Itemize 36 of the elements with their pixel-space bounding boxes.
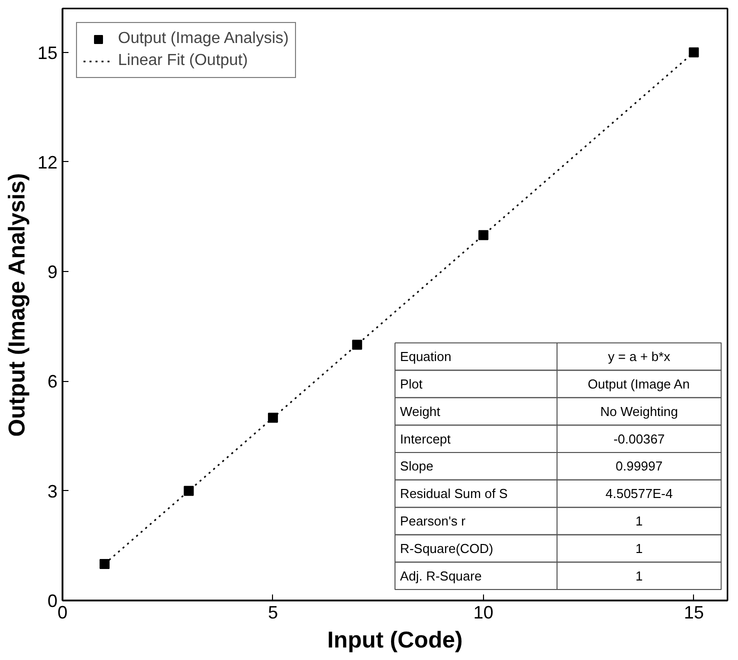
y-tick-label: 9 [47, 262, 58, 282]
point [184, 486, 194, 496]
y-tick-label: 15 [37, 42, 58, 63]
y-tick-label: 6 [47, 372, 58, 392]
point [478, 230, 488, 240]
annotation: y = a + b*x [608, 349, 671, 364]
annotation: Residual Sum of S [400, 486, 508, 502]
annotation: 1 [636, 540, 643, 556]
x-tick-label: 15 [684, 602, 704, 622]
annotation: Plot [400, 376, 423, 392]
point [352, 340, 362, 350]
annotation: 1 [636, 514, 643, 529]
annotation: Output (Image An [588, 376, 690, 392]
annotation: 0.99997 [616, 458, 663, 474]
x-axis-title: Input (Code) [327, 626, 463, 652]
point [268, 412, 278, 423]
annotation: Slope [400, 458, 434, 474]
annotation: Weight [400, 404, 441, 419]
annotation: Equation [400, 349, 452, 364]
legend-label: Output (Image Analysis) [118, 30, 289, 48]
annotation: No Weighting [600, 404, 678, 419]
x-tick-label: 5 [268, 602, 278, 622]
y-tick-label: 3 [47, 481, 58, 502]
annotation: 4.50577E-4 [606, 486, 673, 502]
annotation: Adj. R-Square [400, 568, 482, 584]
x-tick-label: 10 [473, 602, 494, 622]
point [100, 558, 110, 569]
y-axis-title: Output (Image Analysis) [3, 173, 30, 437]
annotation: R-Square(COD) [400, 540, 494, 556]
annotation: 1 [636, 568, 643, 584]
y-tick-label: 12 [37, 152, 58, 172]
annotation: Pearson's r [400, 514, 466, 529]
legend-label: Linear Fit (Output) [118, 52, 248, 70]
annotation: -0.00367 [613, 431, 665, 446]
point [688, 47, 699, 58]
annotation: Intercept [400, 431, 452, 446]
